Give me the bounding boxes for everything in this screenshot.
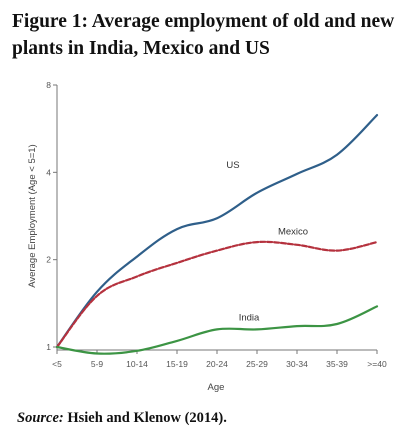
series-line-us	[55, 114, 379, 349]
series-labels: US Mexico India	[226, 160, 308, 323]
x-tick-label: 10-14	[126, 359, 148, 369]
y-tick-label: 2	[46, 255, 51, 265]
series-label-us: US	[226, 160, 239, 171]
source-label: Source:	[17, 410, 64, 426]
x-tick-label: 5-9	[91, 359, 104, 369]
source-text: Hsieh and Klenow (2014).	[63, 410, 227, 426]
x-tick-label: 20-24	[206, 359, 228, 369]
series-lines	[55, 114, 379, 355]
y-tick-label: 8	[46, 80, 51, 90]
x-tick-label: 25-29	[246, 359, 268, 369]
x-tick-label: 30-34	[286, 359, 308, 369]
x-tick-label: 35-39	[326, 359, 348, 369]
y-tick-label: 4	[46, 167, 51, 177]
x-tick-label: >=40	[367, 359, 387, 369]
series-line-mexico	[55, 240, 379, 349]
axes: 1 2 4 8 <5 5-9 10-14 15-19 20-24 25-29 30-34 35-39 >…	[46, 80, 387, 369]
series-label-mexico: Mexico	[278, 227, 308, 238]
series-label-india: India	[239, 312, 260, 323]
figure-title: Figure 1: Average employment of old and …	[12, 11, 395, 59]
y-axis-label: Average Employment (Age < 5=1)	[27, 144, 38, 287]
y-tick-label: 1	[46, 342, 51, 352]
x-axis-label: Age	[208, 382, 225, 393]
source-note: Source: Hsieh and Klenow (2014).	[17, 410, 227, 427]
series-line-india	[55, 305, 379, 355]
x-tick-label: 15-19	[166, 359, 188, 369]
x-tick-label: <5	[52, 359, 62, 369]
